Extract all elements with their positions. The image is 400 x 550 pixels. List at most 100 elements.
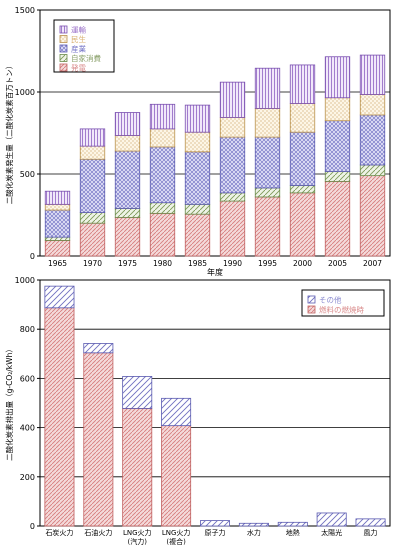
legend-label: その他 [319,295,342,305]
bar-segment [79,128,106,147]
bar-segment [184,131,211,153]
bar-segment [149,212,176,257]
bar-segment [324,97,351,122]
x-tick-label: 1975 [118,259,137,268]
x-tick-label: 1985 [188,259,207,268]
bar-segment [83,343,114,354]
bar-segment [161,397,192,427]
bar-segment [114,208,141,218]
x-axis-label: 年度 [207,267,223,277]
legend-swatch [59,35,68,43]
legend-box [301,289,385,317]
y-tick-label: 1000 [15,276,35,285]
bar-segment [79,145,106,160]
y-axis-label: 二酸化炭素発生量（二酸化炭素百万トン） [4,62,14,205]
x-tick-label: 1995 [258,259,277,268]
y-axis-label: 二酸化炭素排出量（g-CO₂/kWh） [4,345,14,461]
x-tick-label: LNG火力 [123,528,152,537]
x-tick-label: 原子力 [205,528,226,537]
bar-segment [355,518,386,527]
x-tick-label: 2005 [328,259,347,268]
bar-segment [289,103,316,133]
bar-segment [79,158,106,213]
bar-segment [289,192,316,257]
legend-swatch [59,25,68,34]
emissions-by-sector-chart: 0 500 1000 1500 1965 1970 1975 1980 1985 1990 1995… [4,6,391,277]
bar-segment [114,150,141,209]
x-tick-label: 1970 [83,259,102,268]
bar-segment [359,114,386,166]
bar-segment [289,185,316,194]
bar-segment [200,520,230,527]
bar-segment [122,376,153,409]
legend-label: 発電 [71,64,86,73]
y-tick-label: 600 [20,374,35,383]
x-tick-label: (汽力) [127,537,147,546]
bar-segment [289,131,316,186]
bar-segment [161,425,192,527]
bar-segment [254,67,281,109]
y-tick-label: 1500 [15,6,35,15]
bar-segment [324,180,351,257]
bar-segment [219,200,246,257]
bar-segment [277,521,308,527]
bar-segment [219,136,246,194]
bar-segment [289,64,316,104]
bar-segment [184,213,211,257]
bar-segment [324,171,351,182]
bar-segment [184,203,211,215]
x-tick-label: 1980 [153,259,172,268]
bar-segment [359,94,386,116]
x-tick-label: 太陽光 [321,528,342,537]
y-tick-label: 400 [20,424,35,433]
x-tick-label: 風力 [364,528,378,537]
bar-segment [44,203,71,211]
bar-segment [324,56,351,99]
bar-segment [79,222,106,257]
y-tick-label: 200 [20,473,35,482]
y-tick-label: 0 [30,252,35,261]
bar-segment [219,81,246,118]
legend-label: 産業 [71,44,86,54]
bar-segment [44,209,71,238]
bar-segment [184,104,211,133]
legend-swatch [307,305,316,314]
bar-segment [219,192,246,202]
bar-segment [44,240,71,257]
y-tick-label: 800 [20,325,35,334]
legend-swatch [59,63,68,72]
bar-segment [359,175,386,257]
y-tick-label: 500 [20,170,35,179]
bar-segment [219,117,246,138]
bar-segment [83,352,114,527]
x-tick-label: 2000 [293,259,312,268]
bar-segment [149,103,176,130]
x-tick-label: LNG火力 [162,528,191,537]
legend-label: 燃料の燃焼時 [319,305,364,315]
x-tick-label: 2007 [363,259,382,268]
bar-segment [149,146,176,204]
bar-segment [324,120,351,172]
bar-segment [44,236,71,241]
bar-segment [254,187,281,198]
bar-segment [114,135,141,152]
y-tick-label: 1000 [15,88,35,97]
bar-segment [114,112,141,136]
bar-segment [316,512,347,527]
bar-segment [44,307,75,527]
bar-segment [149,202,176,214]
x-tick-label: 1965 [48,259,67,268]
legend-box [53,19,115,73]
x-tick-label: 水力 [247,528,261,537]
x-tick-label: 石炭火力 [45,528,73,537]
legend-swatch [307,295,316,304]
legend-swatch [59,44,68,53]
bar-segment [149,128,176,148]
bar-segment [359,54,386,95]
bar-segment [44,285,75,309]
bar-segment [79,212,106,224]
x-tick-label: 地熱 [286,528,300,537]
bar-segment [122,408,153,527]
